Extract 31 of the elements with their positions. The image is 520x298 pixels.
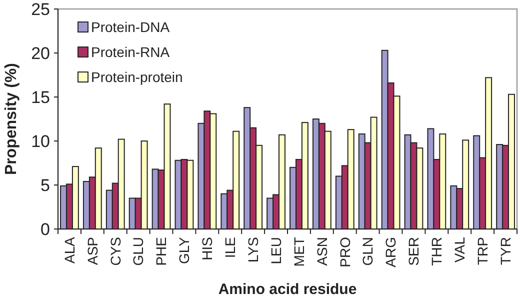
x-tick-label: ASP <box>84 237 100 266</box>
x-tick-label: TRP <box>474 237 490 265</box>
x-tick-label: PRO <box>336 236 353 268</box>
x-tick-label: GLN <box>360 237 376 266</box>
y-tick-label: 20 <box>31 44 50 63</box>
legend-label: Protein-DNA <box>91 18 170 35</box>
x-tick-label: TYR <box>497 237 514 265</box>
x-tick-label: ALA <box>61 236 78 264</box>
x-tick-label: LYS <box>244 237 261 262</box>
x-axis-title: Amino acid residue <box>218 281 357 298</box>
y-tick-label: 25 <box>31 0 50 19</box>
x-tick-label: VAL <box>452 236 468 262</box>
x-tick-label: ILE <box>222 237 238 258</box>
x-tick-label: GLU <box>130 237 146 266</box>
x-tick-label: MET <box>290 236 307 267</box>
y-tick-label: 10 <box>31 132 50 151</box>
x-tick-label: ASN <box>314 237 330 266</box>
x-tick-label: ARG <box>382 237 399 268</box>
x-tick-label: GLY <box>176 236 192 264</box>
y-axis-title: Propensity (%) <box>3 62 20 176</box>
legend-label: Protein-RNA <box>91 44 170 60</box>
x-tick-label: HIS <box>199 237 216 260</box>
x-tick-label: CYS <box>107 237 124 266</box>
y-tick-label: 15 <box>31 88 50 107</box>
x-tick-label: SER <box>406 237 422 266</box>
y-tick-label: 0 <box>40 220 50 239</box>
x-tick-label: PHE <box>153 237 170 266</box>
x-tick-label: LEU <box>268 237 284 264</box>
x-tick-label: THR <box>428 237 445 266</box>
y-tick-label: 5 <box>40 176 50 195</box>
legend-label: Protein-protein <box>91 68 183 85</box>
